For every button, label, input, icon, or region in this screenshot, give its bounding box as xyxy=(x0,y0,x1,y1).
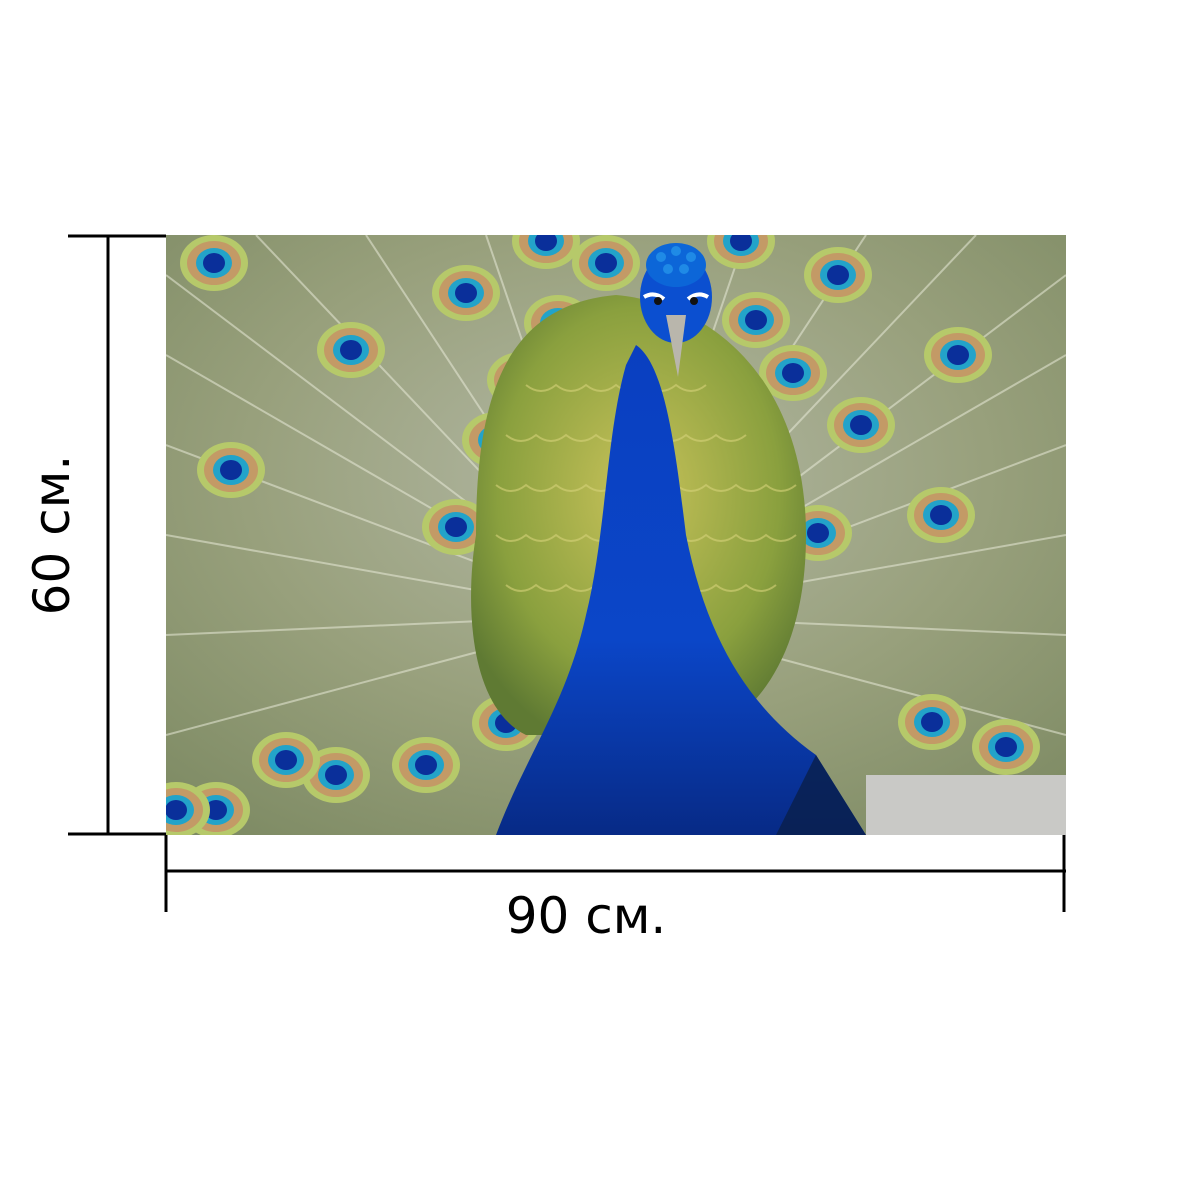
height-label: 60 см. xyxy=(23,454,81,616)
ground xyxy=(866,775,1066,835)
peacock-neck xyxy=(496,345,866,835)
peacock-beak xyxy=(666,315,686,377)
width-label: 90 см. xyxy=(505,887,667,945)
peacock-photo xyxy=(166,235,1066,835)
peacock-illustration xyxy=(166,235,1066,835)
